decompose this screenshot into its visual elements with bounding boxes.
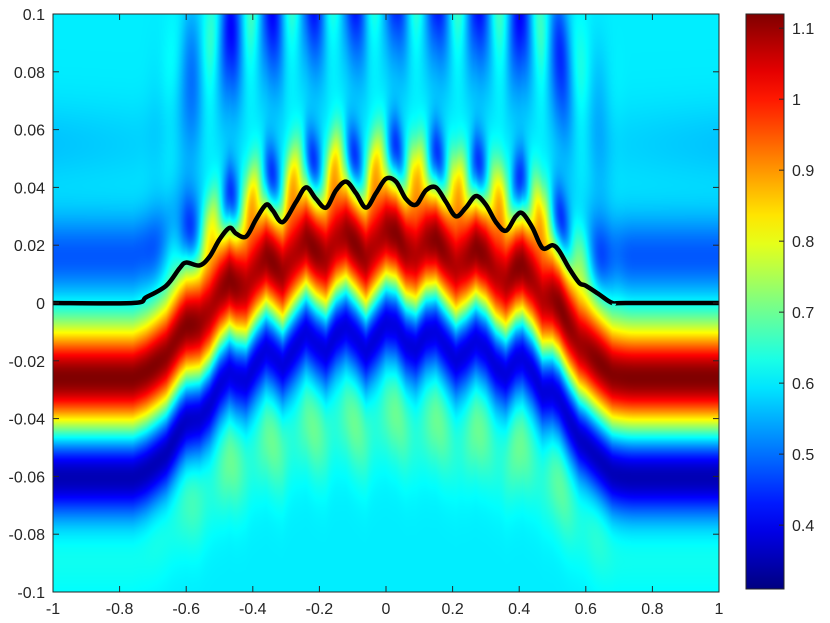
- y-tick-label: -0.1: [17, 585, 45, 602]
- x-tick-label: -0.2: [306, 601, 334, 618]
- y-tick-label: -0.02: [9, 354, 46, 371]
- x-tick-label: -1: [46, 601, 60, 618]
- y-axis: 0.1 0.08 0.06 0.04 0.02 0 -0.02 -0.04 -0.06 -0.08…: [9, 7, 719, 602]
- y-tick-label: 0.06: [14, 123, 45, 140]
- colorbar-ticks: 1.1 1 0.9 0.8 0.7 0.6 0.5 0.4: [779, 21, 814, 535]
- x-tick-label: 0.2: [441, 601, 463, 618]
- y-tick-label: -0.08: [9, 527, 46, 544]
- x-tick-label: -0.4: [239, 601, 267, 618]
- colorbar-gradient: [745, 13, 785, 590]
- colorbar-tick-label: 1.1: [792, 21, 814, 38]
- colorbar-tick-label: 0.5: [792, 447, 814, 464]
- colorbar-tick-label: 0.6: [792, 376, 814, 393]
- y-tick-label: 0.02: [14, 238, 45, 255]
- colorbar: 1.1 1 0.9 0.8 0.7 0.6 0.5 0.4: [745, 13, 814, 590]
- x-tick-label: 0.6: [575, 601, 597, 618]
- colorbar-tick-label: 0.4: [792, 518, 814, 535]
- boundary-curve-line: [53, 175, 719, 306]
- y-tick-label: -0.04: [9, 412, 46, 429]
- colorbar-tick-label: 1: [792, 92, 801, 109]
- x-tick-label: -0.6: [172, 601, 200, 618]
- y-tick-label: 0.08: [14, 65, 45, 82]
- x-tick-label: 0.8: [641, 601, 663, 618]
- colorbar-tick-label: 0.9: [792, 163, 814, 180]
- x-tick-label: -0.8: [106, 601, 134, 618]
- plot-area: [52, 13, 720, 593]
- y-tick-label: 0.1: [23, 7, 45, 24]
- x-tick-label: 0: [382, 601, 391, 618]
- colorbar-tick-label: 0.8: [792, 234, 814, 251]
- x-tick-label: 0.4: [508, 601, 530, 618]
- x-axis: -1 -0.8 -0.6 -0.4 -0.2 0 0.2 0.4 0.6 0.8 1: [46, 14, 724, 618]
- y-tick-label: -0.06: [9, 469, 46, 486]
- y-tick-label: 0.04: [14, 180, 45, 197]
- y-tick-label: 0: [36, 296, 45, 313]
- colorbar-tick-label: 0.7: [792, 305, 814, 322]
- x-tick-label: 1: [715, 601, 724, 618]
